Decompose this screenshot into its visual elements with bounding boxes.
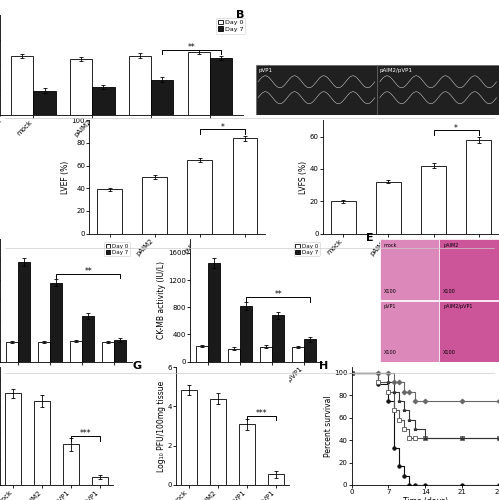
Bar: [114, 340, 126, 361]
Bar: [34, 401, 50, 485]
Text: pAIM2: pAIM2: [380, 18, 397, 23]
Bar: [292, 347, 304, 362]
Bar: [129, 56, 151, 214]
Text: pVP1: pVP1: [258, 68, 272, 73]
Text: X100: X100: [383, 350, 396, 356]
Bar: [440, 300, 499, 362]
Legend: Day 0, Day 7: Day 0, Day 7: [294, 242, 319, 256]
Text: B: B: [236, 10, 245, 20]
Bar: [70, 341, 82, 361]
Legend: Day 0, Day 7: Day 0, Day 7: [216, 18, 245, 34]
Bar: [33, 90, 56, 214]
Bar: [377, 115, 499, 164]
Bar: [5, 394, 21, 485]
Text: H: H: [319, 362, 328, 372]
Bar: [255, 65, 377, 114]
Bar: [151, 80, 174, 214]
Bar: [377, 65, 499, 114]
Bar: [304, 339, 316, 361]
Y-axis label: Log₁₀ PFU/100mg tissue: Log₁₀ PFU/100mg tissue: [157, 380, 166, 472]
Bar: [11, 56, 33, 214]
Text: **: **: [84, 267, 92, 276]
Text: ***: ***: [80, 429, 91, 438]
Bar: [240, 306, 252, 362]
Text: **: **: [188, 44, 196, 52]
Y-axis label: Percent survival: Percent survival: [323, 396, 332, 457]
Bar: [466, 140, 491, 234]
Text: mock: mock: [258, 18, 273, 23]
Text: pAIM2/pVP1: pAIM2/pVP1: [443, 304, 473, 309]
X-axis label: Time (days): Time (days): [403, 496, 448, 500]
Y-axis label: LVEF (%): LVEF (%): [61, 160, 70, 194]
Bar: [421, 166, 446, 234]
Bar: [331, 201, 356, 234]
Bar: [6, 342, 18, 361]
Bar: [228, 348, 240, 362]
Text: pAIM2: pAIM2: [443, 243, 459, 248]
Bar: [233, 138, 257, 234]
Text: pAIM2/pVP1: pAIM2/pVP1: [380, 68, 413, 73]
Bar: [208, 263, 220, 362]
Bar: [255, 115, 377, 164]
Text: X100: X100: [443, 350, 456, 356]
Bar: [70, 59, 92, 214]
Bar: [82, 316, 94, 362]
Text: G: G: [133, 362, 142, 372]
Text: ***: ***: [255, 409, 267, 418]
Bar: [380, 300, 439, 362]
Bar: [440, 240, 499, 300]
Bar: [63, 444, 79, 485]
Bar: [210, 398, 226, 485]
Bar: [18, 262, 30, 362]
Bar: [50, 282, 62, 362]
Bar: [188, 52, 210, 214]
Y-axis label: LVFS (%): LVFS (%): [299, 160, 308, 194]
Bar: [92, 87, 115, 214]
Bar: [97, 190, 122, 234]
Bar: [272, 316, 284, 362]
Bar: [268, 474, 284, 485]
Text: mock: mock: [383, 243, 397, 248]
Bar: [38, 342, 50, 361]
Text: pVP1: pVP1: [383, 304, 396, 309]
Text: **: **: [274, 290, 282, 300]
Bar: [102, 342, 114, 361]
Bar: [142, 177, 167, 234]
Bar: [239, 424, 255, 485]
Bar: [92, 477, 108, 485]
Bar: [196, 346, 208, 362]
Text: *: *: [221, 122, 225, 132]
Bar: [210, 58, 233, 214]
Bar: [380, 240, 439, 300]
Text: X100: X100: [443, 290, 456, 294]
Bar: [376, 182, 401, 234]
Bar: [188, 160, 212, 234]
Legend: Day 0, Day 7: Day 0, Day 7: [104, 242, 130, 256]
Y-axis label: CK-MB activity (IU/L): CK-MB activity (IU/L): [157, 262, 166, 340]
Bar: [181, 390, 197, 485]
Text: *: *: [454, 124, 458, 132]
Bar: [260, 346, 272, 362]
Text: E: E: [366, 233, 373, 243]
Text: X100: X100: [383, 290, 396, 294]
